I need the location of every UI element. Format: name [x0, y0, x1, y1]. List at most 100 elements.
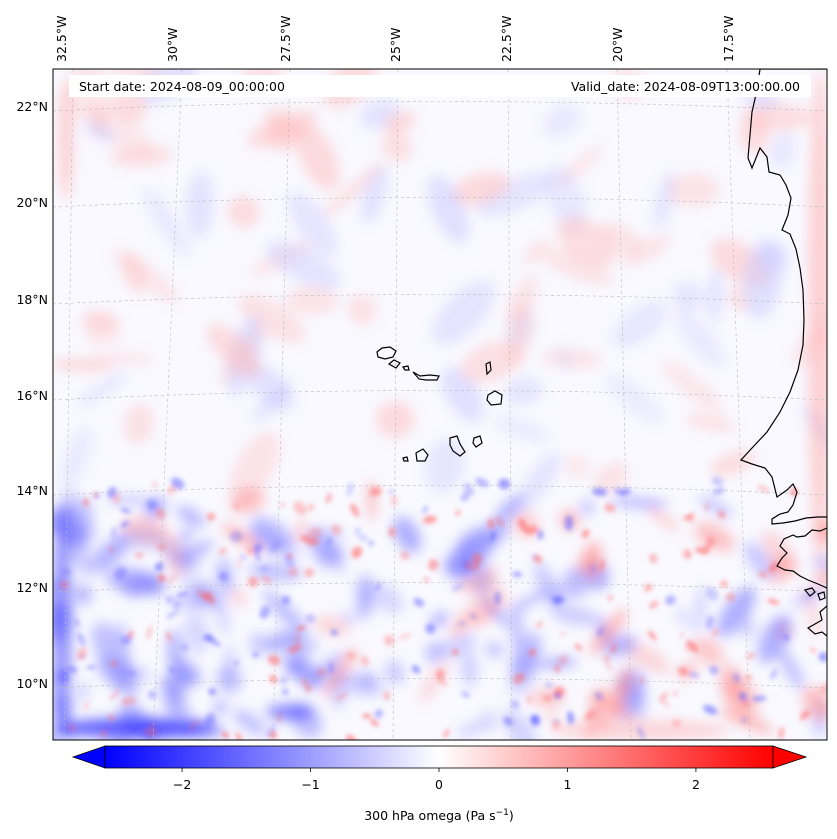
parallel-line: [53, 678, 827, 689]
omega-contour: [688, 671, 700, 678]
omega-contour: [254, 548, 261, 562]
omega-contour: [293, 501, 307, 515]
omega-contour: [745, 675, 753, 680]
guinea-coast: [806, 605, 827, 637]
omega-contour: [472, 561, 480, 571]
omega-contour: [475, 478, 489, 488]
island-santa-luzia: [402, 365, 410, 371]
lon-label-22-5w: 22.5°W: [499, 16, 514, 62]
omega-contour: [276, 712, 282, 723]
omega-contour: [758, 571, 767, 578]
parallel-line: [53, 197, 827, 208]
omega-contour: [589, 609, 628, 655]
coastlines: [376, 69, 827, 637]
omega-contour: [544, 103, 581, 139]
omega-contour: [287, 567, 299, 577]
parallel-line: [53, 485, 827, 496]
lat-label-14n: 14°N: [16, 483, 48, 498]
omega-contour: [692, 637, 723, 665]
omega-contour: [665, 595, 676, 606]
omega-contour: [594, 691, 603, 701]
omega-contour: [487, 518, 495, 530]
omega-contour: [510, 699, 520, 710]
omega-contour: [582, 541, 603, 579]
omega-contour: [288, 191, 338, 258]
omega-contour: [550, 595, 559, 602]
omega-contour: [74, 584, 93, 605]
omega-contour: [471, 553, 483, 564]
omega-contour: [114, 566, 127, 580]
omega-contour: [695, 547, 710, 555]
omega-contour: [400, 551, 410, 560]
omega-contour: [528, 648, 536, 657]
omega-contour: [287, 658, 325, 688]
omega-contour: [544, 681, 554, 689]
omega-contour: [229, 531, 243, 543]
omega-contour: [108, 713, 115, 722]
omega-contour: [361, 671, 375, 690]
omega-contour: [383, 635, 395, 646]
omega-contour: [347, 295, 377, 325]
omega-contour: [432, 280, 495, 345]
island-sal: [485, 361, 492, 376]
omega-contour: [411, 665, 421, 674]
omega-contour: [457, 721, 488, 737]
omega-contour: [565, 454, 590, 479]
lon-label-25w: 25°W: [388, 27, 403, 62]
omega-contour: [584, 709, 596, 721]
omega-contour: [252, 651, 259, 658]
island-boa-vista: [486, 390, 503, 406]
omega-contour: [698, 495, 734, 518]
meridian-line: [272, 69, 291, 740]
omega-contour: [685, 552, 692, 560]
omega-contour: [53, 358, 113, 372]
omega-contour: [611, 643, 617, 654]
omega-contour: [646, 505, 680, 532]
omega-contour: [738, 692, 748, 702]
omega-contour: [53, 510, 72, 730]
omega-contour: [58, 726, 73, 734]
longitude-labels: 32.5°W 30°W 27.5°W 25°W 22.5°W 20°W 17.5…: [54, 16, 736, 62]
omega-contour: [246, 547, 254, 555]
omega-contour: [146, 625, 153, 640]
omega-contour: [350, 503, 360, 518]
omega-contour: [553, 692, 561, 699]
omega-contour: [457, 523, 509, 553]
lat-label-22n: 22°N: [16, 99, 48, 114]
omega-contour: [286, 553, 293, 559]
omega-contour: [176, 505, 206, 528]
omega-contour: [261, 575, 272, 584]
omega-contour: [506, 299, 533, 369]
omega-contour: [206, 512, 216, 521]
omega-contour: [770, 133, 796, 168]
omega-contour: [68, 666, 78, 673]
omega-contour: [581, 529, 590, 539]
lat-label-18n: 18°N: [16, 292, 48, 307]
omega-contour: [732, 673, 741, 683]
omega-contour: [91, 622, 121, 662]
omega-contour: [413, 597, 425, 607]
colorbar-extend-low: [71, 745, 106, 769]
omega-contour: [535, 620, 544, 629]
omega-contour: [328, 662, 334, 675]
omega-contour: [156, 543, 167, 552]
omega-contour: [143, 188, 190, 257]
omega-contour: [707, 268, 723, 324]
omega-contour: [345, 734, 356, 740]
colorbar-tick-label: 2: [692, 777, 700, 792]
omega-contour: [711, 476, 724, 486]
meridian-line: [152, 69, 183, 740]
omega-contour: [705, 615, 715, 631]
omega-contour: [77, 372, 128, 407]
omega-contour: [120, 635, 132, 645]
omega-contour: [578, 498, 595, 516]
omega-contour: [60, 718, 220, 738]
omega-contour: [677, 666, 689, 676]
omega-contour: [360, 655, 370, 667]
omega-contour: [567, 710, 575, 725]
omega-contour: [223, 645, 235, 683]
omega-contour: [212, 699, 228, 716]
omega-contour: [436, 675, 447, 686]
omega-contour: [457, 621, 467, 626]
